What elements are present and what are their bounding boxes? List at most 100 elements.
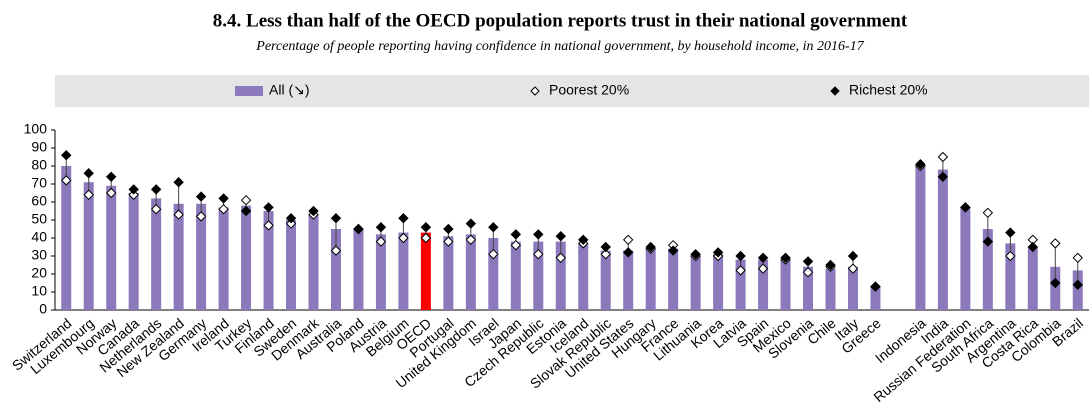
diamond-marker — [802, 256, 814, 267]
diamond-marker — [780, 252, 791, 264]
bar — [263, 211, 274, 310]
diamond-marker — [398, 212, 409, 224]
diamond-marker — [443, 223, 454, 235]
diamond-marker — [420, 221, 432, 233]
diamond-marker — [622, 247, 634, 258]
diamond-marker — [353, 223, 364, 235]
diamond-marker — [330, 245, 342, 256]
bar — [106, 185, 117, 310]
diamond-marker — [443, 236, 454, 247]
diamond-marker — [937, 151, 949, 163]
bar — [241, 205, 252, 310]
diamond-marker — [712, 247, 724, 258]
diamond-marker — [690, 248, 701, 260]
diamond-marker — [173, 209, 184, 220]
bar — [758, 259, 769, 310]
diamond-marker — [1072, 252, 1083, 264]
legend-label: All (↘) — [269, 82, 310, 98]
diamond-marker — [533, 248, 544, 260]
diamond-marker — [83, 189, 94, 201]
diamond-marker — [1072, 279, 1083, 291]
diamond-marker — [263, 220, 274, 231]
legend-label: Richest 20% — [849, 82, 928, 98]
diamond-marker — [195, 211, 207, 222]
diamond-marker — [982, 207, 994, 219]
diamond-marker — [285, 212, 297, 224]
bar — [398, 232, 409, 310]
bar — [713, 254, 724, 310]
diamond-marker — [398, 232, 409, 244]
diamond-marker — [1027, 241, 1039, 253]
diamond-marker — [330, 212, 342, 224]
diamond-marker — [757, 252, 769, 264]
diamond-marker — [465, 234, 477, 246]
bar — [803, 266, 814, 310]
bar — [218, 207, 229, 310]
bar — [600, 250, 611, 310]
bar — [330, 229, 341, 310]
diamond-marker — [1050, 277, 1061, 289]
bar — [308, 214, 319, 310]
diamond-marker — [600, 241, 611, 253]
diamond-marker — [105, 187, 117, 199]
diamond-marker — [825, 259, 836, 271]
y-tick-label: 100 — [24, 121, 48, 137]
diamond-marker — [375, 221, 387, 233]
diamond-marker — [735, 250, 746, 262]
bar — [623, 250, 634, 310]
bar — [510, 241, 521, 310]
chart-title: 8.4. Less than half of the OECD populati… — [213, 10, 908, 31]
bar — [420, 232, 431, 310]
diamond-marker — [982, 236, 994, 247]
diamond-marker — [578, 234, 589, 246]
legend-swatch — [235, 86, 263, 96]
bar — [533, 241, 544, 310]
diamond-marker — [128, 184, 139, 195]
diamond-marker — [667, 245, 679, 256]
legend-swatch — [530, 86, 540, 96]
diamond-marker — [61, 149, 72, 161]
bar — [668, 248, 679, 310]
diamond-marker — [645, 241, 656, 253]
bar — [465, 234, 476, 310]
diamond-marker — [622, 234, 634, 246]
diamond-marker — [555, 252, 566, 264]
diamond-marker — [870, 281, 881, 292]
bar — [825, 268, 836, 310]
diamond-marker — [510, 239, 522, 251]
bar — [1027, 247, 1038, 310]
diamond-marker — [510, 229, 522, 240]
bar — [173, 203, 184, 310]
diamond-marker — [915, 158, 926, 170]
bar — [375, 234, 386, 310]
bar — [151, 198, 162, 310]
bar — [690, 256, 701, 310]
diamond-marker — [600, 248, 611, 260]
diamond-marker — [488, 221, 499, 233]
bar — [847, 266, 858, 310]
diamond-marker — [218, 193, 229, 204]
legend-label: Poorest 20% — [549, 82, 629, 98]
y-tick-label: 60 — [31, 193, 47, 209]
diamond-marker — [937, 171, 949, 183]
bar — [870, 286, 881, 310]
bar — [735, 259, 746, 310]
diamond-marker — [1050, 238, 1061, 249]
diamond-marker — [960, 202, 971, 213]
diamond-marker — [375, 236, 387, 247]
bar — [83, 182, 94, 310]
diamond-marker — [488, 248, 499, 260]
diamond-marker — [285, 218, 297, 229]
diamond-marker — [847, 263, 859, 274]
diamond-marker — [847, 250, 859, 262]
bar — [645, 248, 656, 310]
diamond-marker — [173, 176, 184, 188]
legend-swatch — [830, 86, 840, 96]
diamond-marker — [240, 205, 252, 217]
y-tick-label: 80 — [31, 157, 47, 173]
bar — [61, 166, 72, 310]
diamond-marker — [61, 175, 72, 186]
chart-subtitle: Percentage of people reporting having co… — [255, 39, 864, 54]
diamond-marker — [308, 205, 319, 217]
